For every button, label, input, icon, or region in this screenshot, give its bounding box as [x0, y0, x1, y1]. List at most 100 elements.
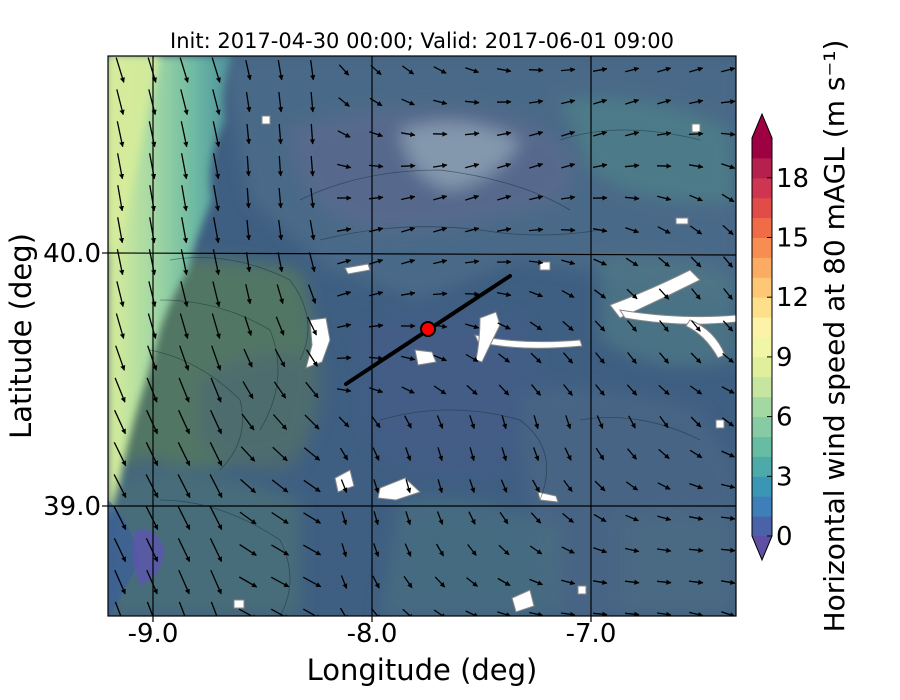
- wind-arrow: [309, 155, 316, 177]
- wind-arrow: [116, 153, 125, 180]
- wind-arrow: [212, 121, 221, 148]
- colorbar-tick-label: 3: [776, 462, 793, 492]
- wind-arrow: [337, 290, 352, 297]
- wind-arrow: [531, 384, 541, 396]
- colorbar-segment: [752, 436, 772, 457]
- wind-arrow: [529, 130, 544, 137]
- wind-arrow: [368, 163, 384, 169]
- wind-arrow: [529, 578, 543, 586]
- wind-arrow: [593, 258, 607, 266]
- wind-arrow: [302, 544, 322, 556]
- wind-arrow: [271, 479, 289, 493]
- wind-arrow: [627, 448, 637, 460]
- wind-arrow: [529, 321, 543, 331]
- wind-arrow: [432, 163, 448, 169]
- wind-arrow: [625, 514, 639, 522]
- wind-arrow: [305, 381, 319, 399]
- wind-arrow: [627, 320, 637, 332]
- wind-arrow: [212, 153, 221, 180]
- wind-arrow: [433, 226, 448, 233]
- wind-arrow: [210, 601, 218, 616]
- wind-arrow: [240, 478, 256, 494]
- wind-arrow: [497, 577, 511, 587]
- wind-arrow: [433, 194, 448, 201]
- wind-arrow: [304, 414, 320, 430]
- wind-arrow: [271, 511, 289, 525]
- wind-arrow: [181, 217, 189, 244]
- wind-arrow: [402, 608, 414, 616]
- colorbar-extend-over: [752, 114, 772, 138]
- wind-arrow: [592, 162, 608, 169]
- wind-arrow: [369, 387, 384, 394]
- wind-arrow: [434, 576, 446, 588]
- wind-arrow: [277, 59, 284, 81]
- wind-arrow: [720, 579, 736, 585]
- wind-arrow: [530, 352, 542, 364]
- wind-arrow: [405, 511, 412, 526]
- wind-arrow: [373, 511, 380, 526]
- wind-arrow: [338, 64, 350, 76]
- wind-arrow: [245, 92, 252, 113]
- wind-arrow: [177, 442, 191, 467]
- wind-arrow: [372, 447, 380, 461]
- wind-arrow: [722, 417, 735, 427]
- wind-arrow: [690, 416, 702, 428]
- wind-arrow: [498, 384, 510, 396]
- wind-arrow: [149, 217, 157, 244]
- wind-arrow: [433, 99, 448, 106]
- wind-arrow: [656, 579, 672, 585]
- wind-arrow: [721, 483, 736, 490]
- wind-arrow: [145, 442, 159, 467]
- wind-arrow: [625, 227, 640, 234]
- wind-arrow: [624, 611, 640, 616]
- wind-arrow: [303, 512, 321, 524]
- wind-arrow: [270, 608, 290, 616]
- wind-arrow: [336, 355, 352, 361]
- wind-arrow: [625, 130, 640, 137]
- wind-arrow: [116, 89, 125, 116]
- wind-arrow: [210, 569, 222, 595]
- wind-arrow: [659, 352, 669, 364]
- wind-arrow: [532, 447, 540, 462]
- wind-arrow: [271, 544, 290, 556]
- wind-arrow: [148, 249, 157, 276]
- wind-arrow: [272, 414, 288, 430]
- wind-arrow: [274, 348, 286, 368]
- wind-arrow: [561, 290, 575, 298]
- wind-arrow: [117, 185, 124, 212]
- wind-arrow: [368, 323, 384, 329]
- wind-arrow: [625, 257, 639, 267]
- wind-arrow: [689, 611, 704, 616]
- wind-arrow: [532, 479, 540, 493]
- wind-arrow: [210, 409, 222, 435]
- wind-arrow: [721, 66, 736, 73]
- wind-arrow: [529, 290, 544, 298]
- wind-arrow: [625, 98, 640, 105]
- y-tick-label: 39.0: [43, 492, 101, 522]
- wind-arrow: [212, 89, 221, 116]
- wind-arrow: [657, 611, 672, 616]
- wind-arrow: [211, 313, 221, 339]
- wind-arrow: [561, 259, 576, 266]
- wind-arrow: [594, 480, 606, 492]
- wind-arrow: [212, 249, 221, 276]
- colorbar-tick-label: 9: [776, 343, 793, 373]
- wind-arrow: [721, 163, 736, 170]
- wind-arrow: [404, 543, 412, 557]
- wind-arrow: [721, 386, 735, 394]
- wind-arrow: [433, 385, 447, 395]
- wind-arrow: [465, 194, 480, 201]
- wind-arrow: [496, 291, 512, 298]
- colorbar-segment: [752, 197, 772, 219]
- wind-arrow: [596, 415, 604, 429]
- wind-arrow: [302, 608, 322, 616]
- wind-arrow: [594, 320, 606, 332]
- wind-arrow: [310, 60, 316, 81]
- wind-arrow: [113, 442, 127, 467]
- wind-arrow: [275, 316, 285, 336]
- wind-arrow: [561, 98, 576, 105]
- wind-arrow: [114, 601, 122, 616]
- wind-arrow: [529, 259, 544, 265]
- wind-arrow: [368, 195, 384, 201]
